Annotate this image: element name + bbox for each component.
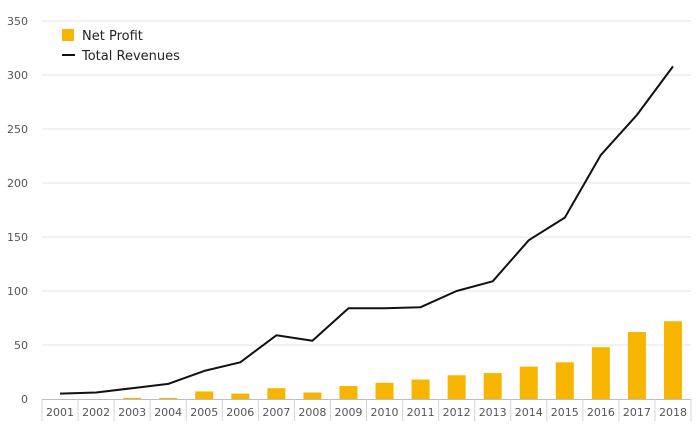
y-tick-label: 200 (7, 177, 28, 190)
x-tick-label: 2015 (551, 406, 579, 419)
y-tick-label: 250 (7, 123, 28, 136)
x-tick-label: 2011 (407, 406, 435, 419)
legend-label-net-profit: Net Profit (82, 29, 143, 44)
line-total-revenues (59, 65, 674, 395)
bar-net-profit-2004 (159, 397, 178, 399)
legend-item-total-revenues[interactable]: Total Revenues (62, 49, 180, 64)
bar-net-profit-2011 (411, 379, 430, 399)
x-tick-label: 2002 (82, 406, 110, 419)
legend-label-total-revenues: Total Revenues (81, 49, 180, 64)
bar-net-profit-2012 (447, 375, 466, 399)
gridlines (42, 20, 691, 346)
bar-net-profit-2008 (303, 392, 322, 399)
bar-net-profit-2018 (663, 321, 682, 399)
x-tick-label: 2018 (659, 406, 687, 419)
x-tick-label: 2017 (623, 406, 651, 419)
y-tick-label: 50 (14, 339, 28, 352)
legend-swatch-net-profit (62, 29, 74, 41)
bar-net-profit-2003 (123, 397, 142, 399)
y-tick-label: 0 (21, 393, 28, 406)
bar-net-profit-2007 (267, 388, 286, 399)
bar-net-profit-2016 (591, 347, 610, 399)
x-tick-label: 2003 (118, 406, 146, 419)
x-tick-label: 2001 (46, 406, 74, 419)
x-tick-label: 2008 (298, 406, 326, 419)
x-tick-label: 2004 (154, 406, 182, 419)
bar-net-profit-2005 (195, 391, 214, 399)
bar-net-profit-2013 (483, 373, 502, 399)
bar-net-profit-2006 (231, 393, 250, 399)
x-tick-label: 2012 (443, 406, 471, 419)
x-tick-label: 2009 (334, 406, 362, 419)
x-tick-label: 2016 (587, 406, 615, 419)
y-axis-ticks: 0 50 100 150 200 250 300 350 (7, 15, 28, 406)
x-tick-label: 2010 (371, 406, 399, 419)
y-tick-label: 100 (7, 285, 28, 298)
x-tick-label: 2014 (515, 406, 543, 419)
x-tick-label: 2013 (479, 406, 507, 419)
legend[interactable]: Net Profit Total Revenues (62, 29, 180, 64)
bar-net-profit-2014 (519, 366, 538, 399)
bar-net-profit-2015 (555, 362, 574, 399)
y-tick-label: 150 (7, 231, 28, 244)
y-tick-label: 350 (7, 15, 28, 28)
x-tick-label: 2005 (190, 406, 218, 419)
legend-swatch-total-revenues (62, 54, 75, 56)
x-axis: 2001 2002 2003 2004 2005 2006 2007 2008 2009 2010… (41, 399, 692, 421)
bar-net-profit-2017 (627, 332, 646, 399)
bar-net-profit-2009 (339, 386, 358, 399)
net-profit-bars (123, 321, 682, 399)
legend-item-net-profit[interactable]: Net Profit (62, 29, 143, 44)
x-tick-label: 2007 (262, 406, 290, 419)
total-revenues-line (59, 65, 674, 395)
y-tick-label: 300 (7, 69, 28, 82)
bar-net-profit-2010 (375, 382, 394, 399)
x-tick-label: 2006 (226, 406, 254, 419)
